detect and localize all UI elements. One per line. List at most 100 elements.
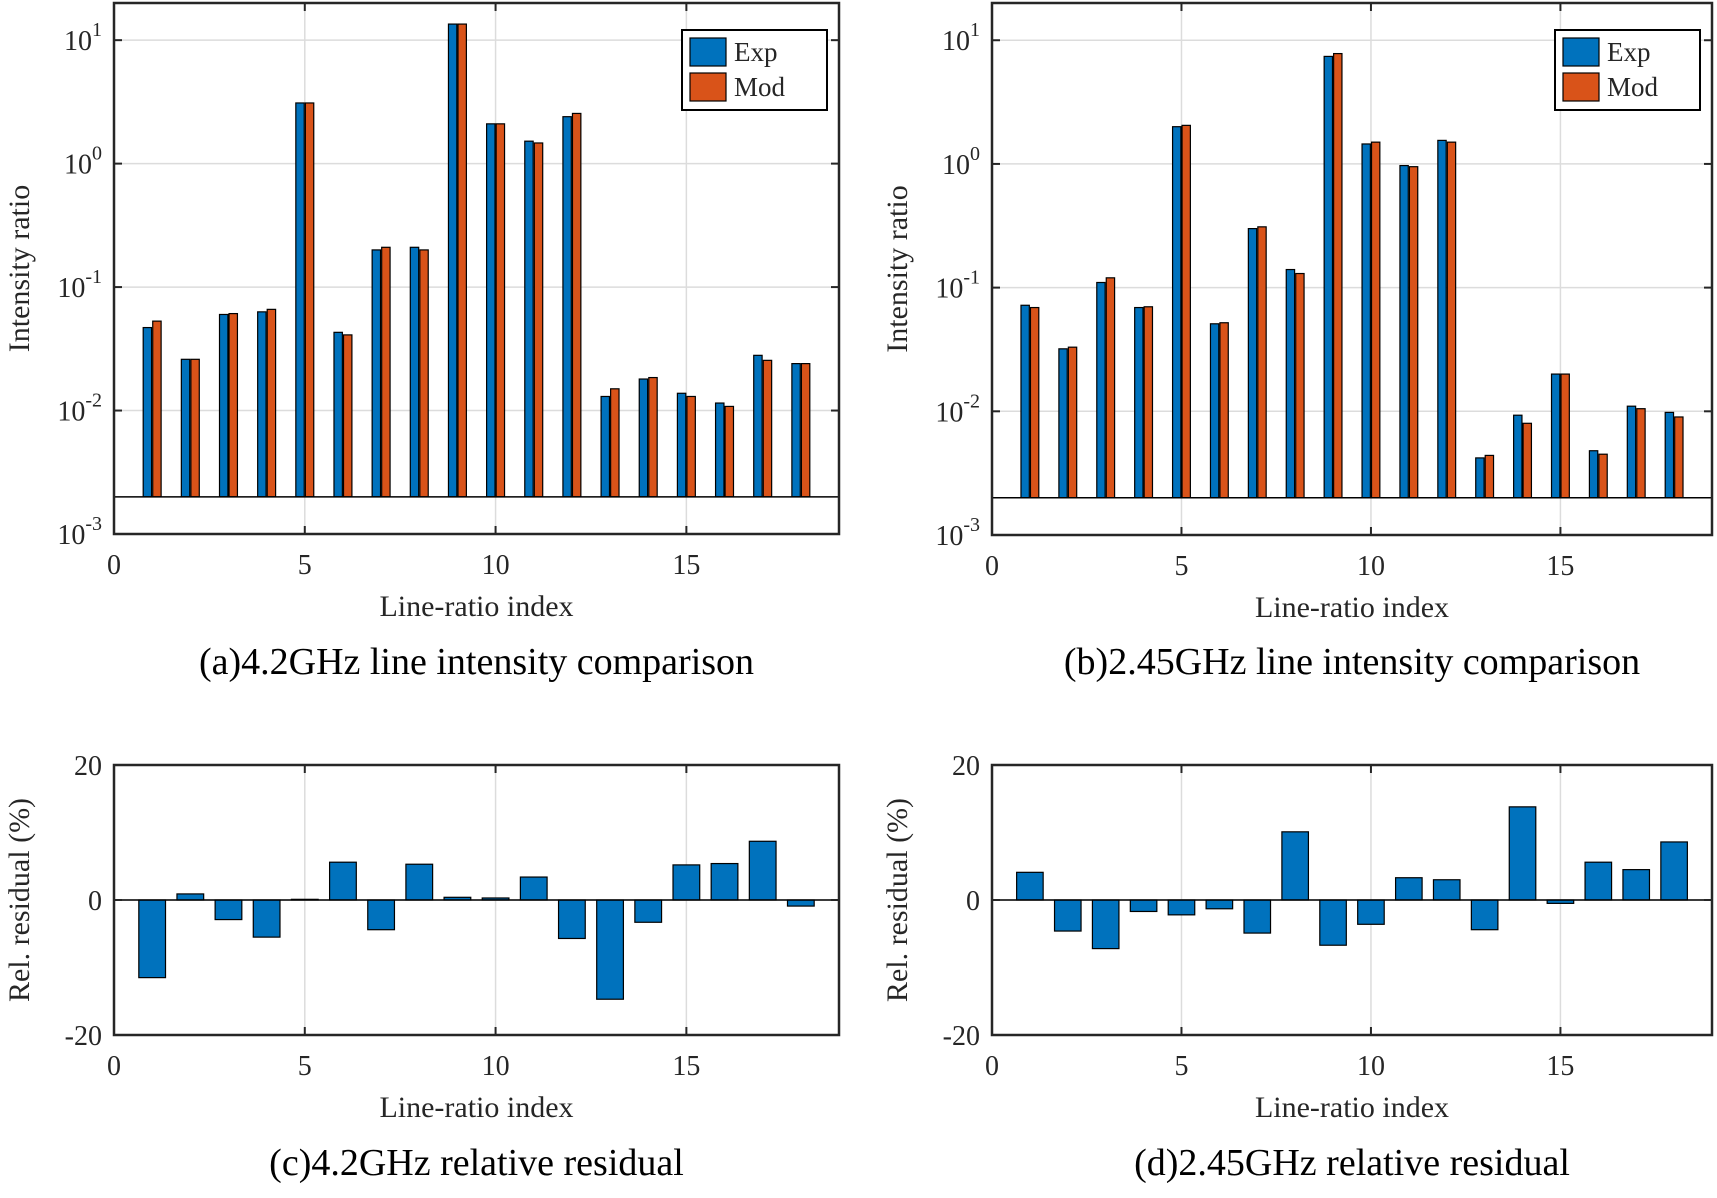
x-axis-label: Line-ratio index xyxy=(379,590,573,623)
bar-exp-16 xyxy=(714,402,725,498)
bar-residual-8 xyxy=(405,863,434,901)
bar-mod-18 xyxy=(1674,416,1684,499)
bar-mod-5 xyxy=(304,102,315,498)
bar-exp-3 xyxy=(1096,281,1106,499)
bar-residual-11 xyxy=(519,876,548,901)
y-tick-label: 0 xyxy=(966,886,980,917)
bar-mod-6 xyxy=(1219,322,1229,499)
bar-exp-8 xyxy=(409,246,420,498)
bar-residual-3 xyxy=(1091,899,1120,950)
bar-exp-18 xyxy=(1664,411,1675,499)
bar-residual-5 xyxy=(1167,899,1196,916)
bar-exp-16 xyxy=(1588,450,1599,499)
legend: Exp Mod xyxy=(681,29,828,111)
bar-mod-11 xyxy=(1408,166,1419,499)
y-tick-label: -20 xyxy=(943,1021,980,1052)
x-axis-label: Line-ratio index xyxy=(379,1091,573,1124)
legend: Exp Mod xyxy=(1554,29,1701,111)
bar-mod-2 xyxy=(190,358,200,498)
x-tick-label: 5 xyxy=(298,1051,312,1082)
bar-residual-12 xyxy=(557,899,586,940)
bar-mod-15 xyxy=(686,395,696,498)
bar-exp-2 xyxy=(180,358,191,498)
y-tick-label: 101 xyxy=(64,19,102,57)
x-tick-label: 5 xyxy=(1174,1051,1188,1082)
bar-residual-9 xyxy=(1319,899,1347,946)
bar-mod-16 xyxy=(1598,453,1608,499)
bar-exp-14 xyxy=(1513,414,1523,499)
y-tick-label: 10-3 xyxy=(57,513,102,551)
bar-mod-7 xyxy=(1257,226,1267,499)
legend-label-exp: Exp xyxy=(1607,37,1651,67)
bar-mod-14 xyxy=(1522,422,1533,499)
bar-residual-1 xyxy=(1016,871,1044,901)
x-tick-label: 0 xyxy=(107,550,121,581)
y-tick-label: 10-2 xyxy=(935,390,980,428)
y-tick-label: 10-2 xyxy=(57,390,102,428)
y-tick-label: 100 xyxy=(942,143,980,181)
x-tick-label: 15 xyxy=(1546,1051,1574,1082)
panel-caption: (b)2.45GHz line intensity comparison xyxy=(1064,641,1640,683)
bar-mod-16 xyxy=(724,405,735,498)
y-axis-label: Rel. residual (%) xyxy=(3,798,36,1002)
chart-panel-a: 0 5 10 15 10-3 10-2 10-1 100 101 Line-ratio index… xyxy=(3,1,841,683)
legend-swatch-mod xyxy=(1562,72,1600,102)
bar-exp-17 xyxy=(753,354,763,498)
bar-exp-3 xyxy=(218,313,229,498)
bar-exp-1 xyxy=(142,326,153,498)
bar-mod-12 xyxy=(1446,141,1457,499)
bar-residual-8 xyxy=(1281,831,1310,901)
bar-exp-11 xyxy=(1399,164,1409,499)
bar-exp-12 xyxy=(1437,139,1447,499)
x-tick-label: 10 xyxy=(482,550,510,581)
bar-exp-13 xyxy=(600,395,611,498)
bar-mod-10 xyxy=(1370,141,1381,499)
bar-exp-4 xyxy=(257,311,267,498)
bar-mod-7 xyxy=(381,246,391,498)
y-tick-label: 20 xyxy=(952,751,980,782)
panel-caption: (a)4.2GHz line intensity comparison xyxy=(199,641,754,683)
y-tick-label: 100 xyxy=(64,143,102,181)
bar-exp-11 xyxy=(524,140,534,498)
bar-mod-4 xyxy=(266,308,277,498)
bar-exp-17 xyxy=(1626,405,1637,499)
bar-mod-10 xyxy=(495,123,506,498)
y-tick-label: 10-1 xyxy=(935,267,980,305)
legend-label-exp: Exp xyxy=(734,37,778,67)
bar-residual-13 xyxy=(596,899,625,1000)
bar-residual-16 xyxy=(710,862,739,901)
y-tick-label: -20 xyxy=(65,1021,102,1052)
bar-exp-1 xyxy=(1020,304,1030,499)
bar-residual-10 xyxy=(1357,899,1385,925)
bar-residual-18 xyxy=(786,899,815,907)
bar-residual-2 xyxy=(176,893,205,901)
bar-residual-1 xyxy=(138,899,167,979)
bar-exp-7 xyxy=(371,249,382,498)
bar-residual-11 xyxy=(1394,877,1423,901)
bar-exp-5 xyxy=(1171,126,1182,499)
y-axis-label: Intensity ratio xyxy=(881,185,914,352)
y-axis-label: Rel. residual (%) xyxy=(881,798,914,1002)
bar-residual-14 xyxy=(1508,806,1537,901)
x-tick-label: 10 xyxy=(1357,551,1385,582)
bar-mod-6 xyxy=(342,334,353,498)
bar-residual-4 xyxy=(252,899,281,938)
legend-swatch-exp xyxy=(689,37,727,67)
bar-exp-6 xyxy=(1209,323,1220,499)
bar-residual-15 xyxy=(672,864,701,901)
x-tick-label: 15 xyxy=(672,1051,700,1082)
x-tick-label: 10 xyxy=(482,1051,510,1082)
bar-residual-17 xyxy=(1622,869,1651,901)
x-tick-label: 0 xyxy=(985,551,999,582)
y-tick-label: 101 xyxy=(942,19,980,57)
bar-mod-13 xyxy=(1484,454,1495,499)
bar-exp-13 xyxy=(1475,457,1485,499)
bar-exp-4 xyxy=(1134,306,1144,499)
panel-caption: (d)2.45GHz relative residual xyxy=(1134,1142,1570,1184)
bar-exp-6 xyxy=(333,331,343,498)
x-tick-label: 10 xyxy=(1357,1051,1385,1082)
bar-residual-6 xyxy=(328,861,357,901)
bar-residual-16 xyxy=(1584,861,1613,901)
x-tick-label: 5 xyxy=(298,550,312,581)
